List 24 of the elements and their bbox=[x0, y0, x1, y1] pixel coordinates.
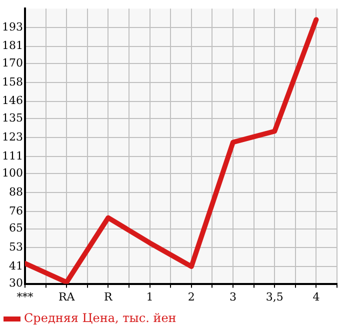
y-tick-label: 111 bbox=[2, 149, 23, 162]
x-tick-label: RA bbox=[58, 290, 76, 304]
y-tick-label: 53 bbox=[8, 240, 23, 254]
x-tick-label: R bbox=[104, 290, 114, 304]
y-tick-label: 88 bbox=[8, 185, 23, 198]
x-tick-label: 1 bbox=[146, 290, 154, 304]
x-tick-label: 3 bbox=[230, 290, 236, 304]
y-tick-label: 65 bbox=[8, 222, 23, 235]
x-tick-label: *** bbox=[16, 290, 34, 304]
y-tick-label: 146 bbox=[2, 94, 23, 108]
y-tick-label: 100 bbox=[2, 166, 23, 180]
y-tick-label: 181 bbox=[2, 39, 23, 52]
y-tick-label: 41 bbox=[8, 259, 23, 272]
y-tick-label: 135 bbox=[2, 112, 23, 125]
y-tick-label: 170 bbox=[2, 56, 23, 70]
x-tick-label: 3,5 bbox=[266, 290, 284, 304]
y-tick-label: 158 bbox=[2, 75, 23, 88]
x-tick-label: 4 bbox=[312, 290, 320, 304]
legend-label: Средняя Цена, тыс. йен bbox=[24, 311, 176, 326]
y-tick-label: 123 bbox=[2, 130, 23, 144]
x-tick-label: 2 bbox=[188, 290, 195, 304]
y-tick-label: 30 bbox=[8, 276, 23, 290]
y-tick-label: 193 bbox=[2, 20, 23, 34]
y-tick-label: 76 bbox=[8, 204, 23, 218]
